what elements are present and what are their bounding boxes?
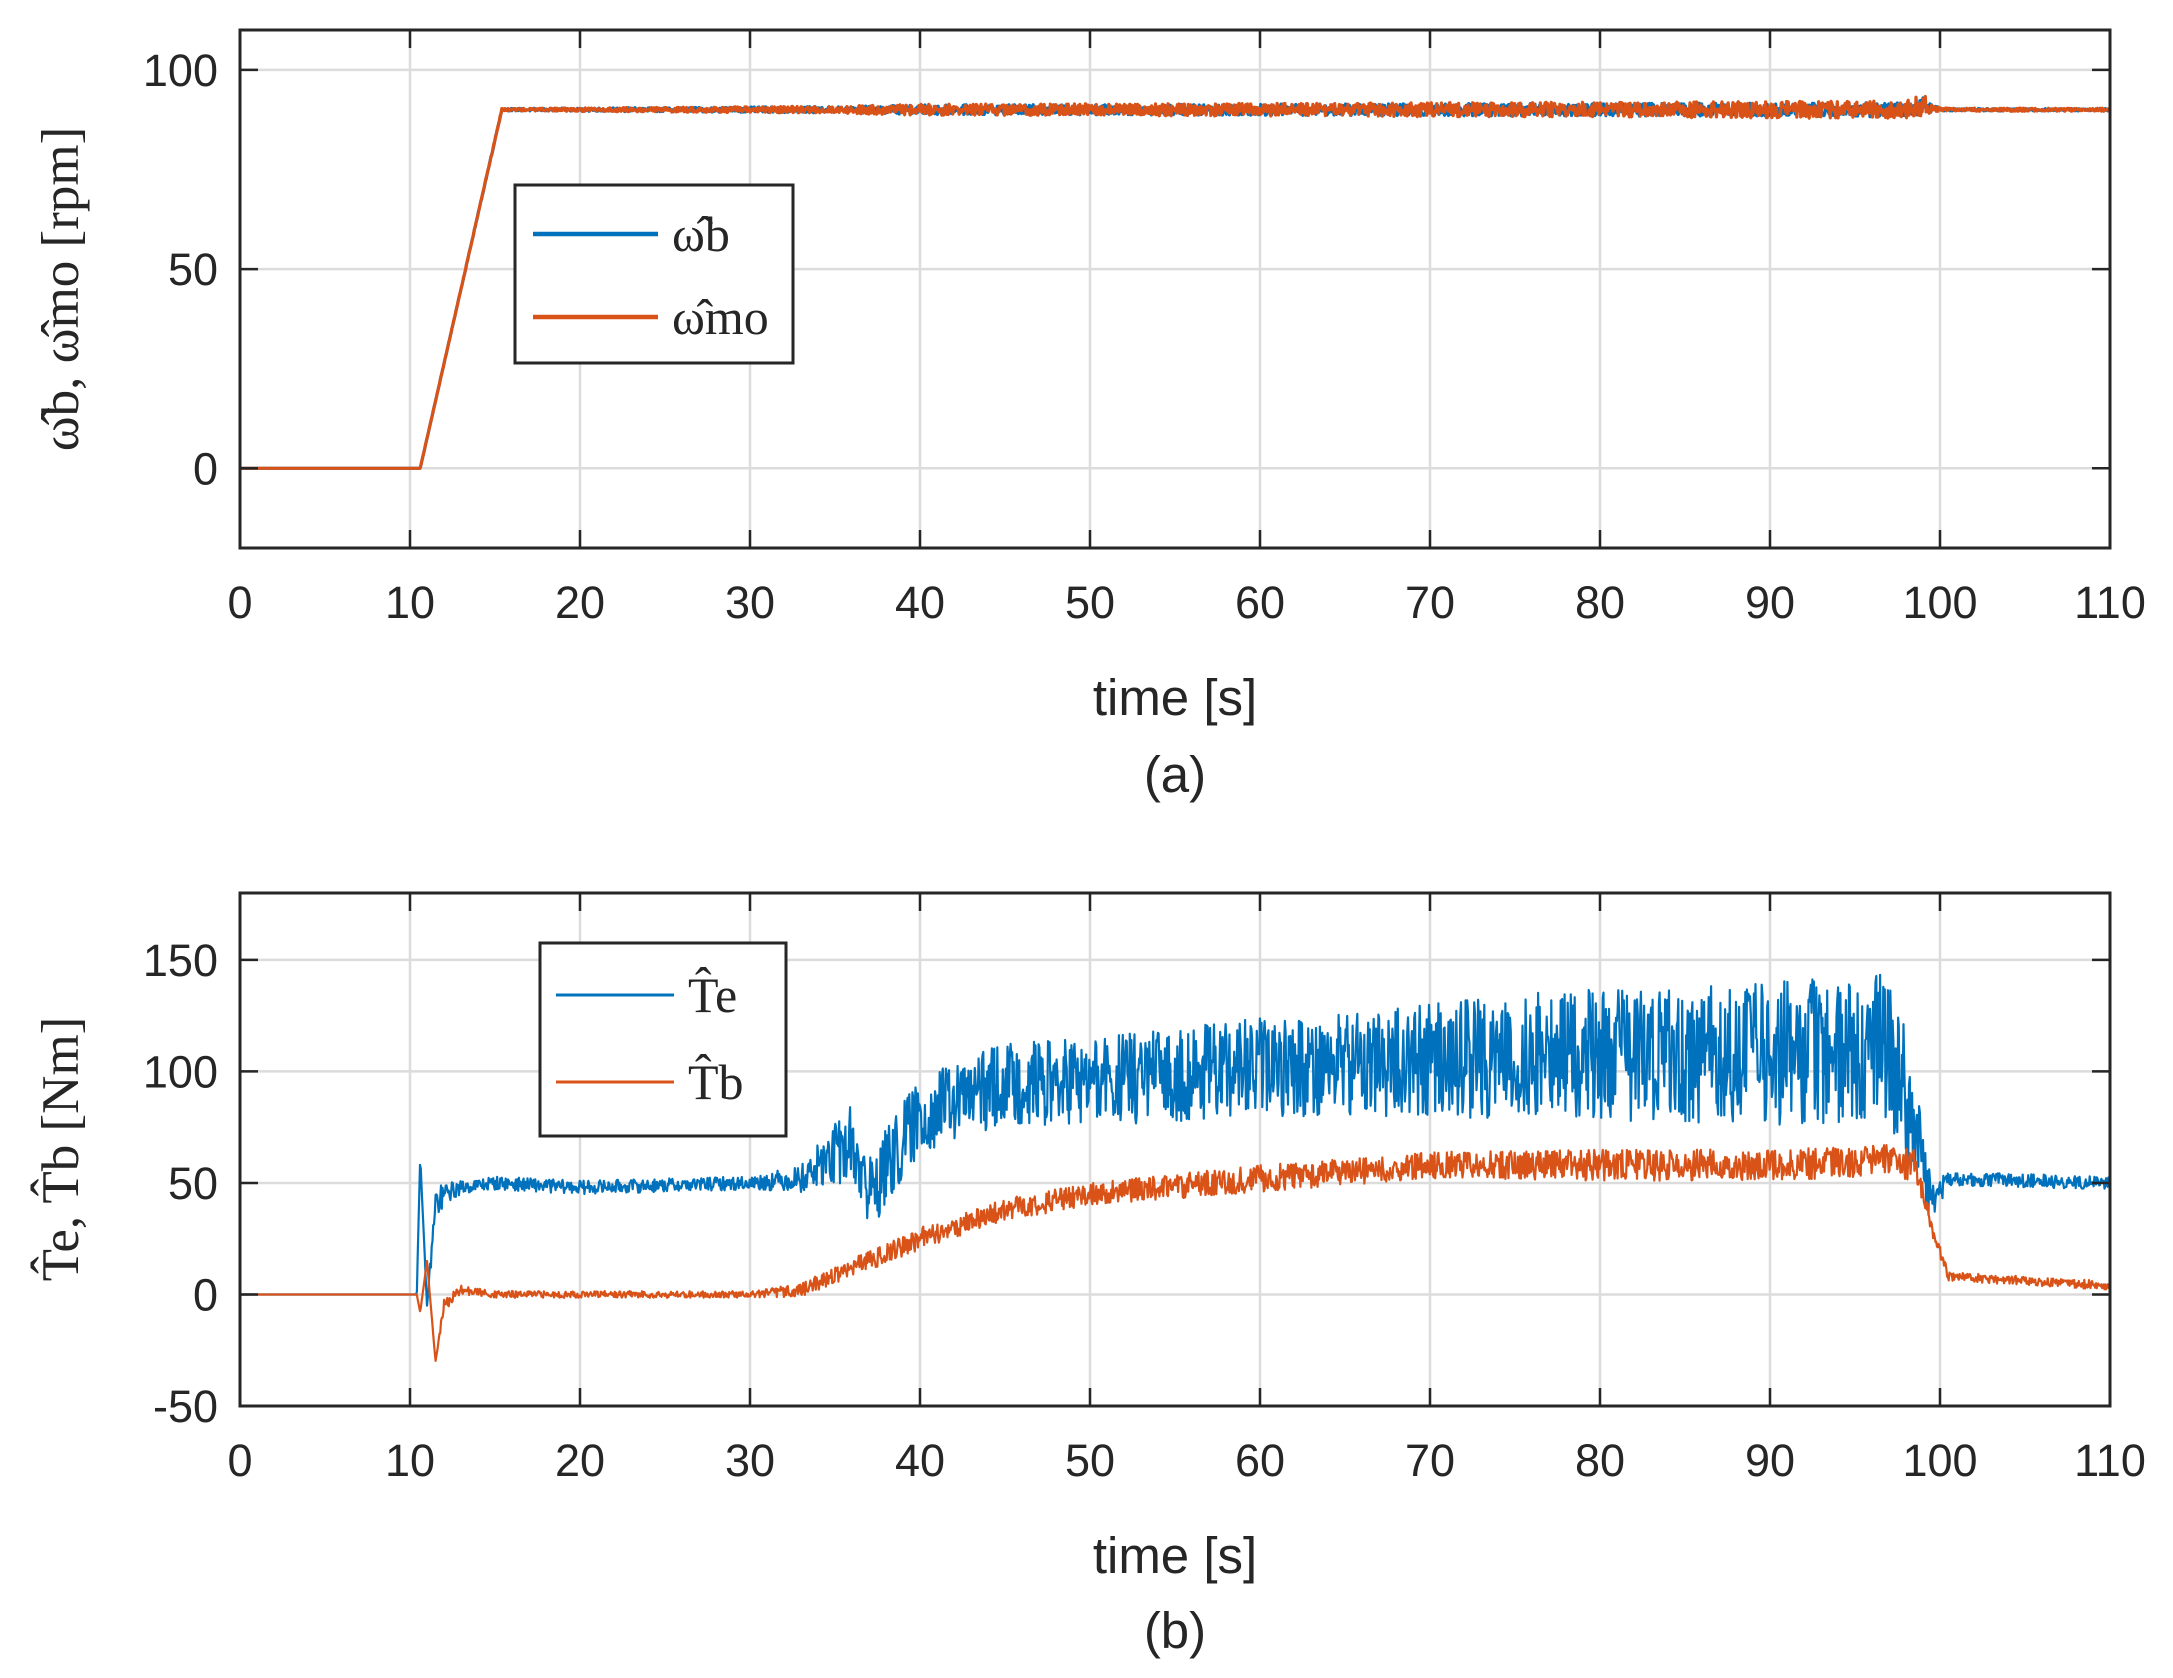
panel-b-xtick-label: 20 — [555, 1435, 605, 1486]
panel-b-xlabel: time [s] — [1093, 1527, 1257, 1584]
panel-a-legend-label-1: ω̂b — [672, 206, 730, 262]
panel-b-xtick-label: 90 — [1745, 1435, 1795, 1486]
panel-b-xtick-label: 60 — [1235, 1435, 1285, 1486]
panel-a-xtick-label: 90 — [1745, 577, 1795, 628]
panel-a-caption: (a) — [1144, 746, 1206, 803]
panel-b-series-2-line — [240, 1144, 2110, 1362]
panel-a-xtick-label: 20 — [555, 577, 605, 628]
panel-a-xtick-label: 60 — [1235, 577, 1285, 628]
panel-b-legend-box — [538, 941, 788, 1138]
panel-b-xtick-label: 40 — [895, 1435, 945, 1486]
panel-b-legend-label-1: T̂e — [688, 966, 737, 1023]
panel-a-xtick-label: 0 — [227, 577, 252, 628]
panel-b-ytick-label: 0 — [193, 1269, 218, 1320]
panel-a-ytick-label: 50 — [168, 244, 218, 295]
panel-b-ytick-label: 100 — [143, 1046, 218, 1097]
panel-a-legend-box — [513, 183, 795, 365]
panel-b-xtick-label: 0 — [227, 1435, 252, 1486]
panel-b-xtick-label: 100 — [1902, 1435, 1977, 1486]
panel-b-xtick-label: 30 — [725, 1435, 775, 1486]
panel-b-xtick-label: 50 — [1065, 1435, 1115, 1486]
panel-a-legend-label-2: ω̂mo — [672, 289, 769, 345]
panel-a-axes-box — [238, 28, 2112, 550]
panel-a-ytick-label: 100 — [143, 45, 218, 96]
panel-a-xtick-label: 40 — [895, 577, 945, 628]
panel-b-xtick-label: 80 — [1575, 1435, 1625, 1486]
panel-b-ytick-label: -50 — [153, 1381, 218, 1432]
panel-a-series — [240, 94, 2110, 470]
panel-b-ytick-label: 150 — [143, 935, 218, 986]
panel-a-xtick-label: 30 — [725, 577, 775, 628]
panel-b-series — [240, 973, 2110, 1362]
panel-a-chart: 0 10 20 30 40 50 60 70 80 90 100 110 0 50 100 time [s]… — [32, 28, 2146, 803]
panel-a-ticks: 0 10 20 30 40 50 60 70 80 90 100 110 0 50 100 — [143, 30, 2146, 628]
panel-a-xtick-label: 10 — [385, 577, 435, 628]
panel-a-ytick-label: 0 — [193, 443, 218, 494]
panel-b-xtick-label: 70 — [1405, 1435, 1455, 1486]
panel-a-xtick-label: 110 — [2074, 577, 2146, 628]
panel-b-axes-box — [238, 891, 2112, 1408]
panel-a-xtick-label: 70 — [1405, 577, 1455, 628]
panel-a-legend: ω̂b ω̂mo — [513, 183, 795, 365]
panel-b-legend: T̂e T̂b — [538, 941, 788, 1138]
panel-a-xtick-label: 50 — [1065, 577, 1115, 628]
panel-b-ylabel: T̂e, T̂b [Nm] — [31, 1017, 90, 1282]
panel-b-legend-label-2: T̂b — [688, 1053, 744, 1110]
panel-b-xtick-label: 110 — [2074, 1435, 2146, 1486]
panel-a-xtick-label: 80 — [1575, 577, 1625, 628]
panel-b-xtick-label: 10 — [385, 1435, 435, 1486]
panel-a-ylabel: ω̂b, ω̂mo [rpm] — [32, 127, 90, 451]
panel-a-series-2-line — [240, 94, 2110, 470]
panel-b-grid — [240, 893, 2110, 1408]
panel-a-xtick-label: 100 — [1902, 577, 1977, 628]
panel-b-series-1-line — [240, 973, 2110, 1307]
panel-a-xlabel: time [s] — [1093, 669, 1257, 726]
panel-b-ytick-label: 50 — [168, 1158, 218, 1209]
panel-b-caption: (b) — [1144, 1602, 1206, 1659]
